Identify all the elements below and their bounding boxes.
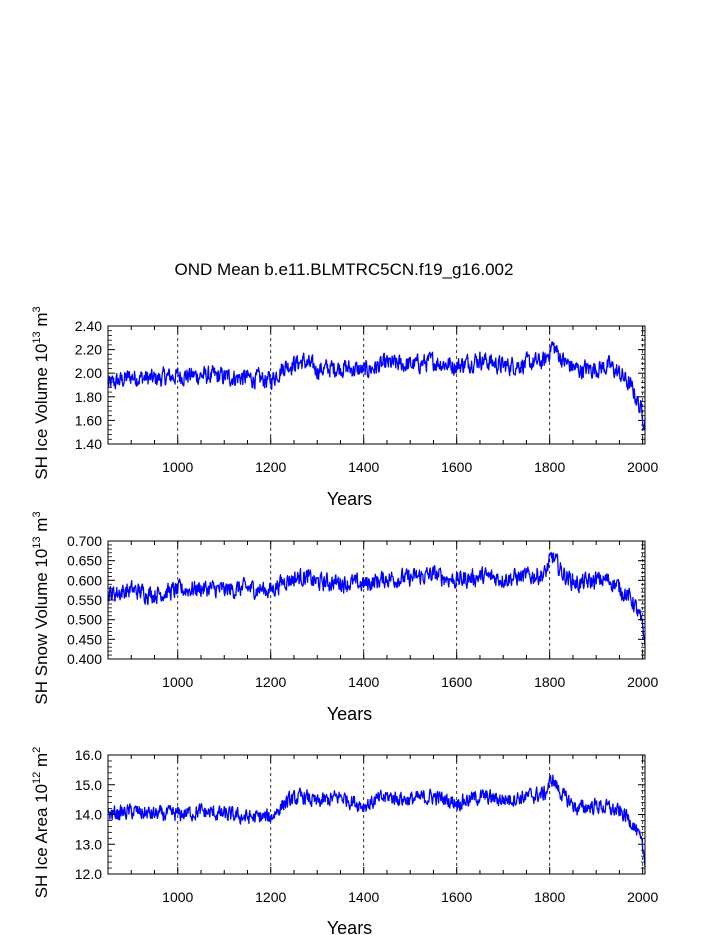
x-tick-label: 1800 <box>534 674 565 690</box>
x-tick-label: 1400 <box>348 674 379 690</box>
plot-frame <box>107 540 646 660</box>
y-tick-label: 2.00 <box>75 365 102 381</box>
chart-title: OND Mean b.e11.BLMTRC5CN.f19_g16.002 <box>175 260 514 279</box>
y-tick-label: 0.650 <box>67 553 102 569</box>
y-tick-label: 0.600 <box>67 572 102 588</box>
x-tick-label: 1400 <box>348 459 379 475</box>
x-tick-label: 1000 <box>162 889 193 905</box>
x-tick-label: 1400 <box>348 889 379 905</box>
x-axis-label: Years <box>327 918 372 935</box>
y-axis-label: SH Snow Volume 1013 m3 <box>31 511 51 704</box>
y-tick-label: 14.0 <box>75 807 102 823</box>
plot-frame <box>107 325 646 445</box>
x-tick-label: 1600 <box>441 674 472 690</box>
series-line <box>107 774 646 867</box>
y-tick-label: 16.0 <box>75 747 102 763</box>
y-tick-label: 0.400 <box>67 651 102 667</box>
y-tick-label: 1.60 <box>75 412 102 428</box>
x-axis-label: Years <box>327 704 372 724</box>
y-tick-label: 1.40 <box>75 436 102 452</box>
y-tick-label: 0.500 <box>67 612 102 628</box>
x-tick-label: 1000 <box>162 459 193 475</box>
series-line <box>107 341 646 430</box>
y-tick-label: 0.450 <box>67 631 102 647</box>
panel-snow-volume: 1000 1200 1400 1600 1800 2000 0.400 0.450 0.500 0… <box>31 511 658 724</box>
y-tick-label: 13.0 <box>75 836 102 852</box>
x-tick-label: 2000 <box>627 459 658 475</box>
y-tick-label: 12.0 <box>75 866 102 882</box>
x-tick-label: 2000 <box>627 674 658 690</box>
panel-ice-area: 1000 1200 1400 1600 1800 2000 12.0 13.0 14.0 15.0… <box>31 747 658 935</box>
x-tick-label: 1200 <box>255 459 286 475</box>
y-axis-label: SH Ice Area 1012 m2 <box>31 747 51 899</box>
panel-ice-volume: 1000 1200 1400 1600 1800 2000 1.40 1.60 1.80 2.00… <box>31 306 658 509</box>
plot-frame <box>107 754 646 875</box>
y-tick-label: 0.550 <box>67 592 102 608</box>
y-tick-label: 2.40 <box>75 318 102 334</box>
x-tick-label: 1200 <box>255 889 286 905</box>
y-tick-label: 15.0 <box>75 777 102 793</box>
y-tick-label: 1.80 <box>75 389 102 405</box>
x-axis-label: Years <box>327 489 372 509</box>
x-tick-label: 1600 <box>441 459 472 475</box>
x-tick-label: 1000 <box>162 674 193 690</box>
series-line <box>107 551 646 647</box>
x-tick-label: 1800 <box>534 459 565 475</box>
x-tick-label: 2000 <box>627 889 658 905</box>
x-tick-label: 1200 <box>255 674 286 690</box>
x-tick-label: 1800 <box>534 889 565 905</box>
y-axis-label: SH Ice Volume 1013 m3 <box>31 306 51 479</box>
y-tick-label: 0.700 <box>67 533 102 549</box>
x-tick-label: 1600 <box>441 889 472 905</box>
y-tick-label: 2.20 <box>75 342 102 358</box>
